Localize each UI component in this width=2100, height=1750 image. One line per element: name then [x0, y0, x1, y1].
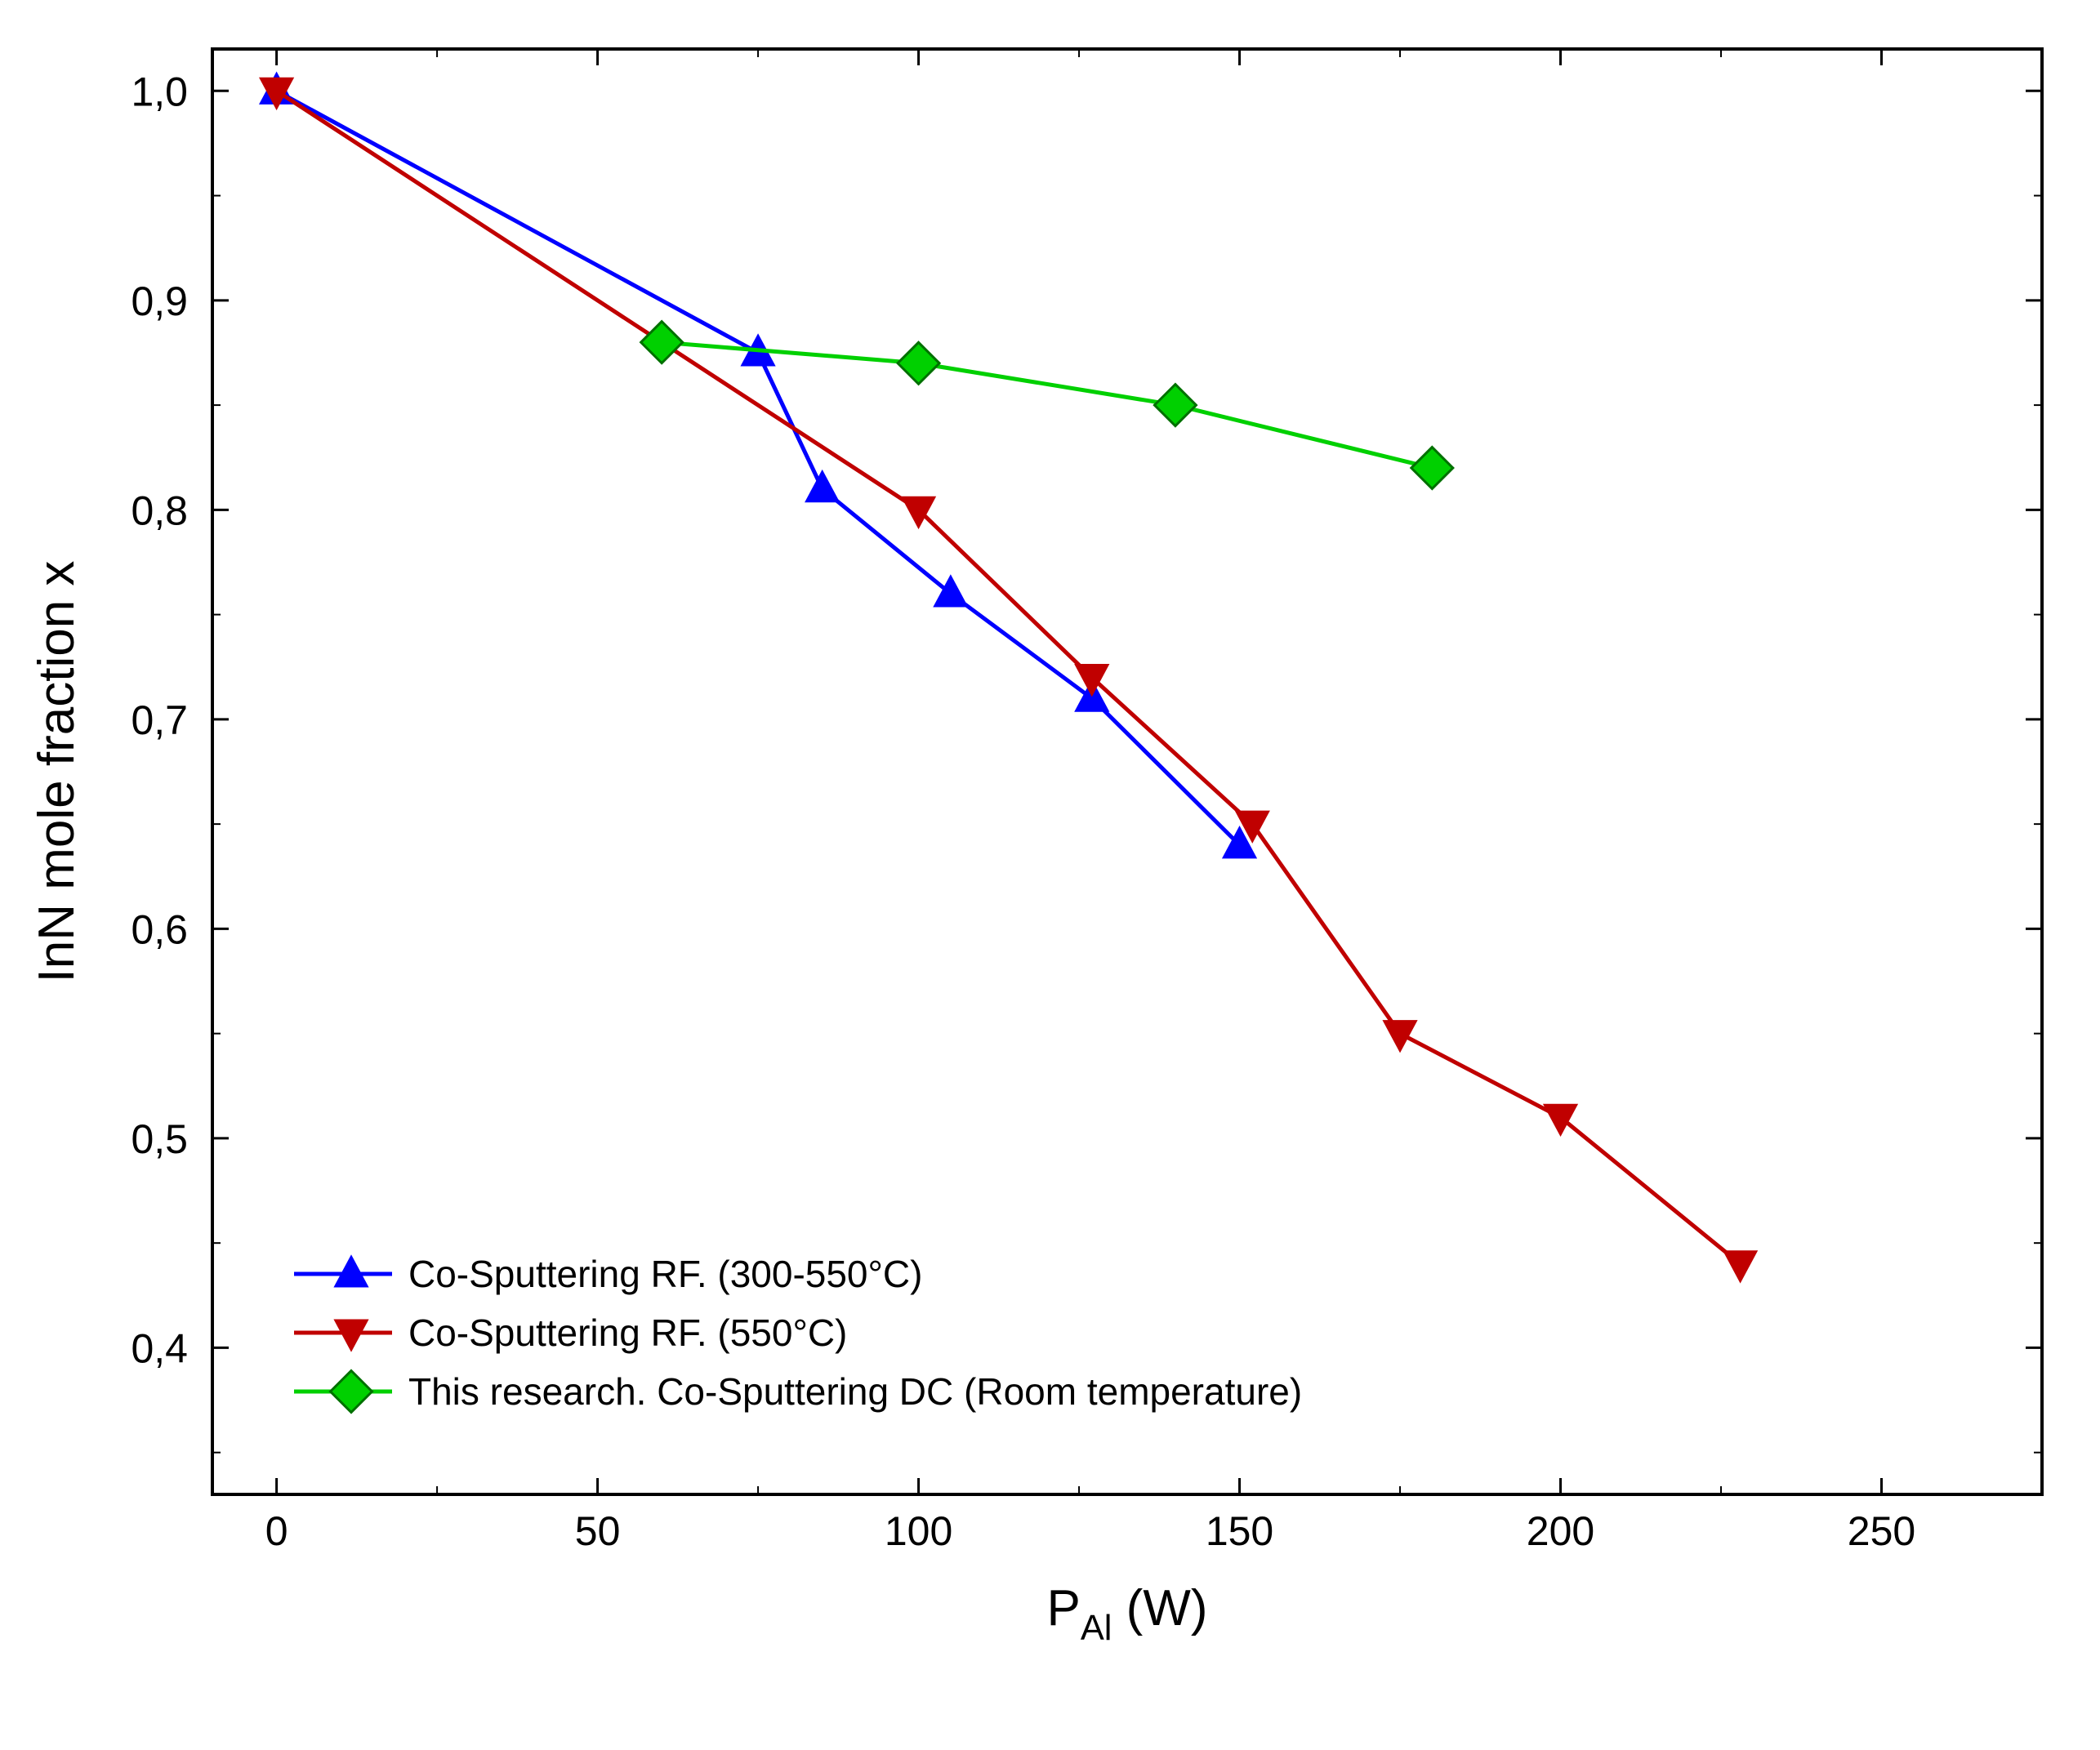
svg-text:0: 0	[265, 1508, 288, 1554]
svg-text:250: 250	[1848, 1508, 1915, 1554]
svg-text:0,7: 0,7	[131, 697, 188, 743]
legend-label: Co-Sputtering RF. (300-550°C)	[408, 1253, 922, 1295]
svg-text:200: 200	[1527, 1508, 1594, 1554]
svg-text:0,8: 0,8	[131, 488, 188, 533]
svg-text:InN mole fraction x: InN mole fraction x	[29, 561, 85, 983]
legend-label: Co-Sputtering RF. (550°C)	[408, 1311, 847, 1354]
svg-text:0,6: 0,6	[131, 906, 188, 952]
svg-text:1,0: 1,0	[131, 69, 188, 114]
svg-text:150: 150	[1206, 1508, 1273, 1554]
legend-label: This research. Co-Sputtering DC (Room te…	[408, 1370, 1302, 1413]
chart-container: 0501001502002500,40,50,60,70,80,91,0PAl …	[0, 0, 2100, 1750]
svg-text:50: 50	[575, 1508, 621, 1554]
chart-svg: 0501001502002500,40,50,60,70,80,91,0PAl …	[0, 0, 2100, 1750]
svg-text:0,5: 0,5	[131, 1116, 188, 1162]
svg-text:100: 100	[885, 1508, 952, 1554]
svg-text:0,9: 0,9	[131, 278, 188, 324]
svg-text:0,4: 0,4	[131, 1325, 188, 1371]
